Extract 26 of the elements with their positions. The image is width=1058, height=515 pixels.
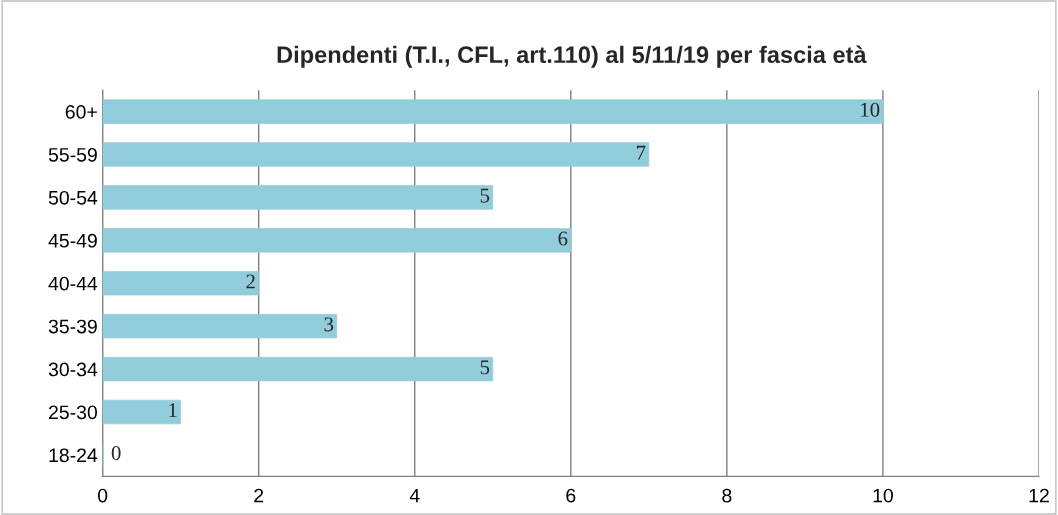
y-tick-label: 50-54 [48, 190, 98, 205]
x-tick-label: 2 [254, 488, 264, 503]
data-label: 2 [246, 274, 255, 289]
y-tick-label: 30-34 [48, 362, 98, 377]
x-tick-label: 6 [566, 488, 576, 503]
x-tick-label: 4 [409, 488, 420, 503]
x-tick-label: 12 [1029, 488, 1049, 503]
data-label: 3 [324, 317, 334, 332]
y-tick-label: 45-49 [48, 233, 97, 248]
data-label: 0 [111, 446, 121, 461]
data-label: 5 [480, 188, 490, 203]
x-tick-label: 10 [873, 488, 893, 503]
y-tick-label: 35-39 [48, 319, 97, 334]
y-tick-label: 25-30 [49, 405, 98, 420]
x-tick-label: 8 [722, 488, 732, 503]
y-tick-label: 40-44 [48, 276, 98, 291]
data-label: 1 [169, 403, 177, 418]
y-tick-label: 60+ [65, 105, 97, 119]
data-label: 7 [637, 145, 646, 160]
y-tick-label: 55-59 [48, 147, 97, 162]
y-tick-label: 18-24 [49, 448, 98, 463]
data-label: 5 [480, 360, 490, 375]
chart-title: Dipendenti (T.I., CFL, art.110) al 5/11/19 per fascia età [277, 45, 867, 68]
data-label: 10 [861, 102, 880, 117]
x-tick-label: 0 [97, 488, 108, 503]
data-label: 6 [558, 231, 568, 246]
